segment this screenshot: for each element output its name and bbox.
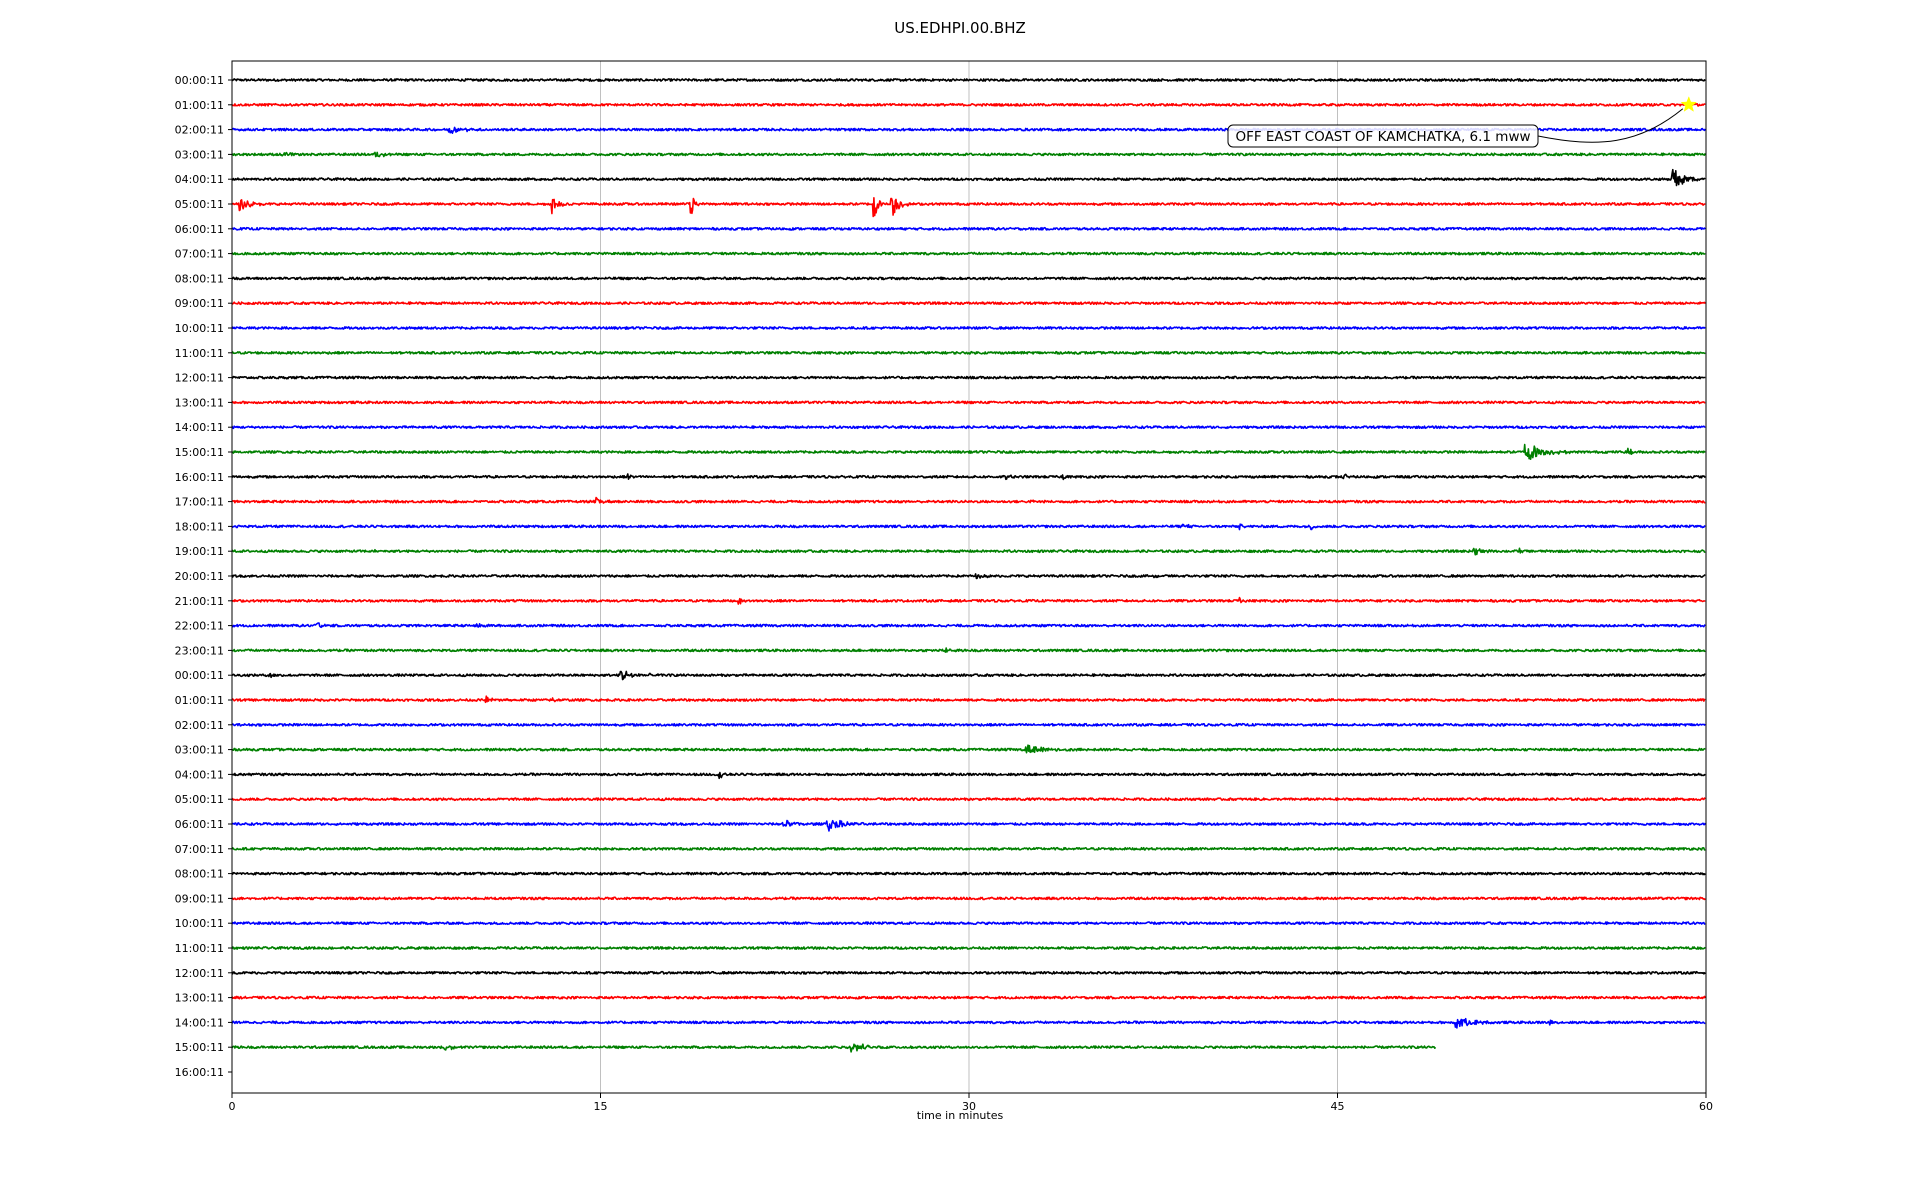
row-time-label: 00:00:11: [175, 74, 224, 87]
row-time-label: 20:00:11: [175, 570, 224, 583]
row-time-label: 12:00:11: [175, 967, 224, 980]
event-star-marker: [1680, 96, 1698, 112]
seismic-trace: [231, 197, 1706, 218]
row-time-label: 23:00:11: [175, 644, 224, 657]
x-tick-label: 30: [962, 1100, 976, 1113]
seismic-trace: [231, 168, 1706, 187]
row-time-label: 02:00:11: [175, 719, 224, 732]
seismic-trace: [231, 78, 1706, 82]
seismic-trace: [231, 771, 1706, 780]
seismic-trace: [231, 970, 1706, 975]
row-time-label: 17:00:11: [175, 496, 224, 509]
annotation-text: OFF EAST COAST OF KAMCHATKA, 6.1 mww: [1235, 129, 1530, 145]
row-time-label: 12:00:11: [175, 372, 224, 385]
x-axis-label: time in minutes: [917, 1109, 1004, 1122]
chart-title: US.EDHPI.00.BHZ: [894, 19, 1026, 37]
row-time-label: 09:00:11: [175, 297, 224, 310]
seismic-trace: [231, 1017, 1706, 1029]
x-tick-label: 15: [594, 1100, 608, 1113]
row-time-label: 05:00:11: [175, 198, 224, 211]
seismic-trace: [231, 496, 1706, 504]
row-time-label: 14:00:11: [175, 1016, 224, 1029]
seismic-trace: [231, 523, 1706, 531]
row-time-label: 11:00:11: [175, 347, 224, 360]
seismic-trace: [231, 151, 1707, 158]
row-time-label: 13:00:11: [175, 992, 224, 1005]
row-time-label: 15:00:11: [175, 1041, 224, 1054]
seismic-trace: [231, 622, 1706, 629]
row-time-label: 18:00:11: [175, 520, 224, 533]
row-time-label: 01:00:11: [175, 694, 224, 707]
seismic-trace: [231, 375, 1706, 380]
row-time-label: 01:00:11: [175, 99, 224, 112]
row-time-label: 16:00:11: [175, 1066, 224, 1079]
x-tick-label: 60: [1699, 1100, 1713, 1113]
seismic-trace: [231, 896, 1706, 901]
seismic-trace: [231, 846, 1706, 851]
row-time-label: 15:00:11: [175, 446, 224, 459]
row-time-label: 03:00:11: [175, 148, 224, 161]
seismic-trace: [231, 547, 1706, 556]
seismic-trace: [231, 425, 1706, 430]
row-time-label: 11:00:11: [175, 942, 224, 955]
seismic-trace: [231, 995, 1707, 1000]
row-time-label: 10:00:11: [175, 917, 224, 930]
row-time-label: 13:00:11: [175, 396, 224, 409]
seismic-trace: [231, 102, 1706, 107]
seismic-trace: [231, 301, 1706, 306]
seismic-trace: [231, 443, 1706, 460]
seismic-trace: [231, 251, 1706, 256]
seismic-trace: [231, 573, 1706, 580]
seismic-trace: [231, 400, 1706, 405]
row-time-label: 06:00:11: [175, 223, 224, 236]
row-time-label: 22:00:11: [175, 620, 224, 633]
x-tick-label: 0: [229, 1100, 236, 1113]
traces: [231, 78, 1707, 1053]
row-time-label: 00:00:11: [175, 669, 224, 682]
row-time-label: 03:00:11: [175, 744, 224, 757]
seismic-trace: [231, 1043, 1437, 1053]
seismic-trace: [231, 722, 1706, 727]
seismic-trace: [231, 871, 1706, 876]
row-time-label: 10:00:11: [175, 322, 224, 335]
seismic-trace: [231, 670, 1706, 681]
row-time-label: 02:00:11: [175, 124, 224, 137]
x-tick-label: 45: [1331, 1100, 1345, 1113]
seismic-trace: [231, 596, 1706, 605]
seismic-trace: [231, 276, 1706, 281]
seismic-trace: [231, 326, 1706, 330]
seismic-trace: [231, 744, 1706, 754]
seismic-trace: [231, 473, 1706, 481]
seismic-trace: [231, 226, 1706, 231]
seismic-trace: [231, 819, 1707, 832]
seismic-trace: [231, 647, 1706, 653]
row-time-label: 08:00:11: [175, 272, 224, 285]
row-time-label: 21:00:11: [175, 595, 224, 608]
seismic-trace: [231, 695, 1706, 704]
row-time-label: 08:00:11: [175, 868, 224, 881]
row-time-label: 16:00:11: [175, 471, 224, 484]
seismic-trace: [231, 797, 1706, 802]
row-time-label: 07:00:11: [175, 248, 224, 261]
seismic-trace: [231, 350, 1706, 355]
row-time-label: 14:00:11: [175, 421, 224, 434]
seismic-trace: [231, 921, 1706, 926]
seismic-trace: [231, 946, 1706, 950]
row-time-label: 04:00:11: [175, 173, 224, 186]
row-time-label: 06:00:11: [175, 818, 224, 831]
row-time-label: 19:00:11: [175, 545, 224, 558]
row-time-label: 05:00:11: [175, 793, 224, 806]
annotation-connector: [1537, 108, 1684, 143]
row-time-label: 07:00:11: [175, 843, 224, 856]
row-time-label: 09:00:11: [175, 892, 224, 905]
annotation-box: [1227, 124, 1539, 148]
row-time-label: 04:00:11: [175, 768, 224, 781]
